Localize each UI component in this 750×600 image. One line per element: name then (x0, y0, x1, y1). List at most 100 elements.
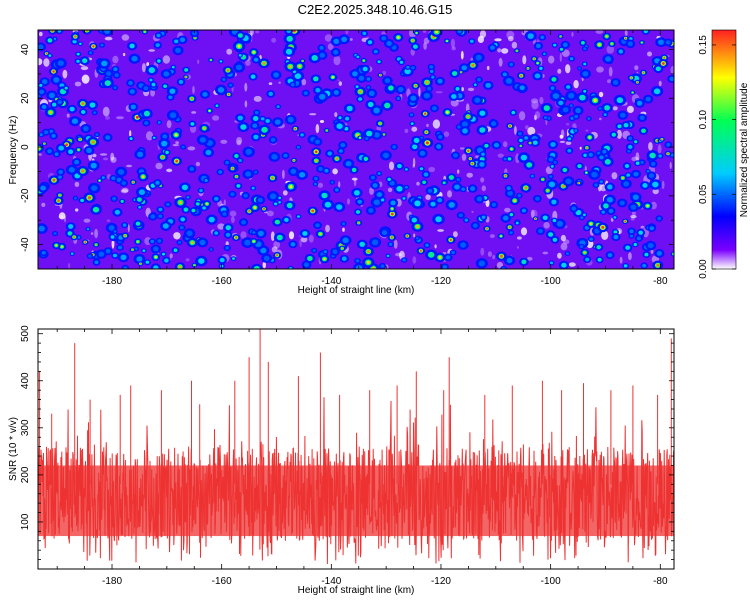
heatmap-peak (385, 253, 391, 259)
heatmap-low-cell (319, 120, 325, 123)
heatmap-peak (208, 247, 214, 252)
heatmap-peak (429, 74, 436, 80)
heatmap-peak (128, 102, 139, 112)
heatmap-low-cell (522, 55, 527, 65)
heatmap-peak (133, 219, 143, 228)
heatmap-peak (349, 166, 359, 174)
heatmap-peak (235, 113, 246, 123)
heatmap-low-cell (146, 62, 150, 67)
heatmap-peak (47, 53, 53, 58)
heatmap-low-cell (451, 46, 456, 51)
heatmap-peak (479, 151, 487, 158)
heatmap-peak (393, 183, 406, 194)
heatmap-peak (408, 112, 415, 118)
heatmap-peak (584, 133, 595, 142)
heatmap-peak (194, 200, 202, 207)
heatmap-peak (54, 58, 67, 69)
heatmap-peak (222, 66, 233, 75)
heatmap-peak (164, 201, 172, 208)
heatmap-peak (151, 253, 161, 261)
heatmap-peak (322, 167, 331, 175)
heatmap-peak (488, 119, 499, 129)
heatmap-peak (312, 175, 320, 182)
heatmap-peak (459, 186, 467, 193)
heatmap-peak (659, 136, 665, 142)
heatmap-peak (115, 166, 128, 178)
heatmap-low-cell (457, 169, 460, 174)
heatmap-low-cell (120, 189, 129, 194)
heatmap-peak (572, 113, 580, 120)
heatmap-low-cell (262, 261, 266, 269)
heatmap-low-cell (282, 190, 288, 196)
heatmap-low-cell (369, 187, 374, 195)
heatmap-low-cell (220, 139, 228, 144)
heatmap-peak (613, 94, 627, 106)
heatmap-peak (225, 91, 233, 98)
heatmap-peak (401, 257, 408, 263)
heatmap-peak (355, 54, 361, 60)
heatmap-peak (645, 240, 657, 251)
heatmap-peak (523, 160, 535, 170)
heatmap-peak (310, 74, 321, 84)
heatmap-peak (127, 87, 138, 96)
heatmap-peak (52, 151, 61, 158)
heatmap-peak (121, 264, 130, 269)
heatmap-peak (71, 158, 82, 167)
heatmap-peak (255, 195, 266, 205)
heatmap-peak (38, 42, 46, 52)
heatmap-peak (663, 38, 673, 47)
heatmap-peak (199, 90, 211, 99)
heatmap-peak (599, 209, 607, 216)
heatmap-peak (455, 30, 464, 35)
heatmap-low-cell (83, 218, 91, 223)
heatmap-peak (540, 213, 551, 222)
heatmap-peak (435, 76, 445, 86)
heatmap-peak (667, 75, 674, 83)
heatmap-peak (199, 123, 210, 133)
heatmap-low-cell (270, 231, 275, 241)
heatmap-low-cell (309, 113, 317, 116)
heatmap-low-cell (185, 258, 190, 262)
heatmap-peak (612, 215, 618, 220)
heatmap-low-cell (317, 182, 324, 188)
heatmap-peak (318, 190, 331, 201)
heatmap-low-cell (38, 153, 42, 156)
heatmap-peak (284, 114, 297, 125)
heatmap-low-cell (560, 242, 568, 251)
heatmap-low-cell (485, 199, 490, 207)
heatmap-peak (242, 146, 255, 158)
heatmap-peak (385, 176, 393, 183)
heatmap-peak (387, 209, 398, 219)
heatmap-peak (443, 253, 453, 262)
heatmap-low-cell (347, 198, 350, 205)
heatmap-peak (583, 170, 590, 176)
heatmap-peak (38, 82, 44, 89)
heatmap-low-cell (266, 210, 274, 217)
heatmap-peak (339, 235, 352, 246)
heatmap-peak (289, 81, 297, 88)
heatmap-low-cell (595, 30, 604, 34)
heatmap-peak (44, 107, 57, 118)
heatmap-peak (482, 80, 494, 90)
heatmap-peak (468, 38, 476, 45)
heatmap-low-cell (74, 81, 82, 87)
heatmap-peak (376, 59, 383, 65)
heatmap-peak (74, 58, 82, 65)
heatmap-peak (156, 213, 164, 220)
heatmap-peak (149, 81, 158, 88)
heatmap-low-cell (579, 146, 582, 150)
heatmap-low-cell (334, 112, 338, 118)
heatmap-peak (656, 153, 664, 159)
heatmap-peak (403, 167, 410, 172)
heatmap-peak (361, 155, 371, 163)
heatmap-peak (69, 116, 81, 127)
heatmap-peak (362, 257, 375, 268)
colorbar: 0.00 0.05 0.10 0.15 Normalized spectral amp… (698, 29, 750, 279)
heatmap-low-cell (255, 30, 260, 34)
heatmap-peak (272, 217, 283, 227)
heatmap-peak (381, 100, 394, 111)
heatmap-peak (646, 150, 659, 161)
heatmap-peak (602, 112, 609, 118)
heatmap-peak (395, 84, 407, 95)
heatmap-peak (640, 262, 648, 269)
